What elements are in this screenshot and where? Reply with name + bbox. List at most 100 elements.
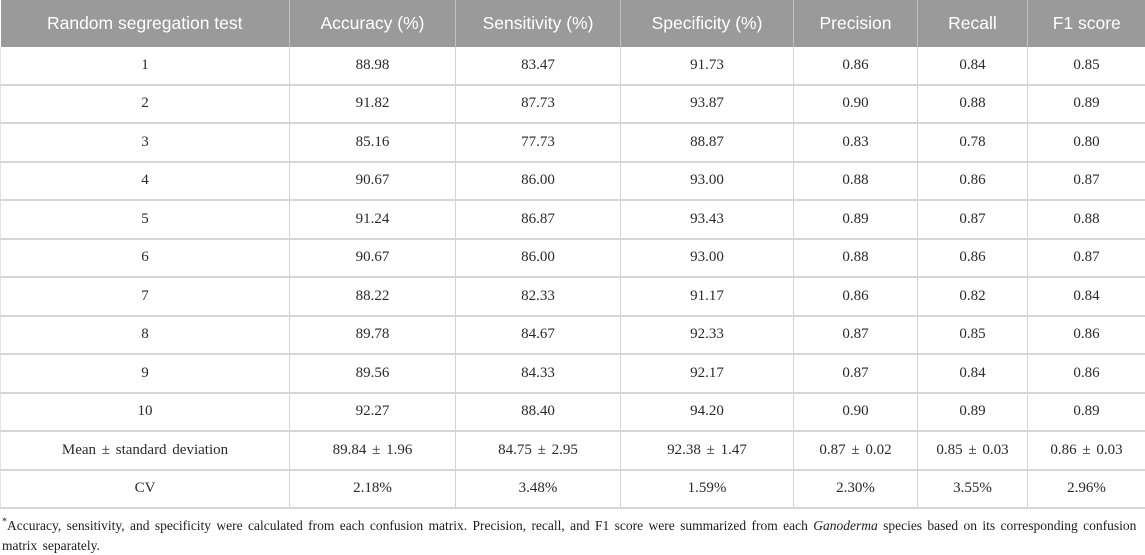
table-cell: 0.86 xyxy=(1027,353,1145,393)
table-cell: 0.84 xyxy=(917,47,1028,85)
table-cell: 92.33 xyxy=(620,314,794,354)
table-cell: 87.73 xyxy=(455,83,621,123)
table-cell: 91.24 xyxy=(289,199,456,239)
table-cell: 9 xyxy=(0,353,290,393)
table-cell: 90.67 xyxy=(289,237,456,277)
table-cell: 92.27 xyxy=(289,391,456,431)
table-cell: 0.88 xyxy=(1027,199,1145,239)
table-cell: 0.80 xyxy=(1027,122,1145,162)
table-cell: 0.87 ± 0.02 xyxy=(793,430,918,470)
column-header-recall: Recall xyxy=(917,0,1028,47)
table-cell: 0.84 xyxy=(917,353,1028,393)
table-cell: 91.17 xyxy=(620,276,794,316)
table-cell: 2.18% xyxy=(289,468,456,509)
table-cell: 0.85 ± 0.03 xyxy=(917,430,1028,470)
table-cell: 5 xyxy=(0,199,290,239)
table-cell: 82.33 xyxy=(455,276,621,316)
table-cell: 0.86 xyxy=(917,160,1028,200)
table-cell: 84.33 xyxy=(455,353,621,393)
table-row: 10 92.27 88.40 94.20 0.90 0.89 0.89 xyxy=(0,391,1145,431)
table-cell: 84.75 ± 2.95 xyxy=(455,430,621,470)
table-cell: 0.85 xyxy=(1027,47,1145,85)
table-cell: 77.73 xyxy=(455,122,621,162)
table-cell: 0.86 xyxy=(917,237,1028,277)
footnote-text-before: Accuracy, sensitivity, and specificity w… xyxy=(7,518,814,533)
table-cell: 8 xyxy=(0,314,290,354)
table-cell: 88.40 xyxy=(455,391,621,431)
table-cell: 0.87 xyxy=(1027,160,1145,200)
column-header-specificity: Specificity (%) xyxy=(620,0,794,47)
table-cell: 0.88 xyxy=(793,237,918,277)
table-row: CV 2.18% 3.48% 1.59% 2.30% 3.55% 2.96% xyxy=(0,468,1145,509)
table-cell: 0.83 xyxy=(793,122,918,162)
table-cell: 0.87 xyxy=(793,314,918,354)
table-cell: 86.00 xyxy=(455,237,621,277)
table-cell: 2.96% xyxy=(1027,468,1145,509)
table-cell: 88.22 xyxy=(289,276,456,316)
table-header: Random segregation test Accuracy (%) Sen… xyxy=(0,0,1145,47)
table-cell: 3.55% xyxy=(917,468,1028,509)
table-row: 1 88.98 83.47 91.73 0.86 0.84 0.85 xyxy=(0,47,1145,85)
table-cell: 88.98 xyxy=(289,47,456,85)
table-cell: 0.89 xyxy=(917,391,1028,431)
table-cell: 84.67 xyxy=(455,314,621,354)
table-row: 9 89.56 84.33 92.17 0.87 0.84 0.86 xyxy=(0,353,1145,393)
table-cell: 2 xyxy=(0,83,290,123)
table-cell: 0.84 xyxy=(1027,276,1145,316)
table-cell: 3.48% xyxy=(455,468,621,509)
table-cell: 4 xyxy=(0,160,290,200)
table-cell: 0.89 xyxy=(793,199,918,239)
table-row: 5 91.24 86.87 93.43 0.89 0.87 0.88 xyxy=(0,199,1145,239)
table-cell: 94.20 xyxy=(620,391,794,431)
table-cell: 0.86 ± 0.03 xyxy=(1027,430,1145,470)
table-cell: 93.87 xyxy=(620,83,794,123)
table-cell: 10 xyxy=(0,391,290,431)
column-header-precision: Precision xyxy=(793,0,918,47)
column-header-accuracy: Accuracy (%) xyxy=(289,0,456,47)
footnote-marker: * xyxy=(2,516,7,528)
table-footnote: *Accuracy, sensitivity, and specificity … xyxy=(0,509,1145,555)
table-cell: 85.16 xyxy=(289,122,456,162)
table-cell: CV xyxy=(0,468,290,509)
footnote-text-after: species based on its corresponding confu… xyxy=(2,518,1137,554)
column-header-f1-score: F1 score xyxy=(1027,0,1145,47)
table-cell: 7 xyxy=(0,276,290,316)
table-cell: 92.17 xyxy=(620,353,794,393)
table-cell: 0.88 xyxy=(917,83,1028,123)
table-cell: 93.00 xyxy=(620,160,794,200)
footnote-species-name: Ganoderma xyxy=(813,518,878,533)
table-cell: 0.89 xyxy=(1027,83,1145,123)
table-cell: 89.78 xyxy=(289,314,456,354)
table-row: 3 85.16 77.73 88.87 0.83 0.78 0.80 xyxy=(0,122,1145,162)
column-header-sensitivity: Sensitivity (%) xyxy=(455,0,621,47)
table-row: 6 90.67 86.00 93.00 0.88 0.86 0.87 xyxy=(0,237,1145,277)
table-cell: 0.90 xyxy=(793,83,918,123)
table-row: 7 88.22 82.33 91.17 0.86 0.82 0.84 xyxy=(0,276,1145,316)
table-cell: 2.30% xyxy=(793,468,918,509)
results-table: Random segregation test Accuracy (%) Sen… xyxy=(0,0,1145,509)
table-cell: 91.82 xyxy=(289,83,456,123)
table-body: 1 88.98 83.47 91.73 0.86 0.84 0.85 2 91.82 87.73 9… xyxy=(0,47,1145,509)
table-cell: 86.87 xyxy=(455,199,621,239)
table-cell: 93.00 xyxy=(620,237,794,277)
table-cell: 0.78 xyxy=(917,122,1028,162)
table-cell: 93.43 xyxy=(620,199,794,239)
table-cell: 0.86 xyxy=(793,276,918,316)
table-cell: 0.85 xyxy=(917,314,1028,354)
table-cell: 0.87 xyxy=(1027,237,1145,277)
table-cell: 90.67 xyxy=(289,160,456,200)
table-cell: 0.87 xyxy=(917,199,1028,239)
table-cell: 1.59% xyxy=(620,468,794,509)
table-cell: 6 xyxy=(0,237,290,277)
table-cell: Mean ± standard deviation xyxy=(0,430,290,470)
table-cell: 92.38 ± 1.47 xyxy=(620,430,794,470)
table-cell: 89.56 xyxy=(289,353,456,393)
table-cell: 0.82 xyxy=(917,276,1028,316)
table-cell: 0.86 xyxy=(1027,314,1145,354)
table-cell: 91.73 xyxy=(620,47,794,85)
table-cell: 88.87 xyxy=(620,122,794,162)
table-cell: 0.87 xyxy=(793,353,918,393)
table-cell: 3 xyxy=(0,122,290,162)
table-row: 4 90.67 86.00 93.00 0.88 0.86 0.87 xyxy=(0,160,1145,200)
